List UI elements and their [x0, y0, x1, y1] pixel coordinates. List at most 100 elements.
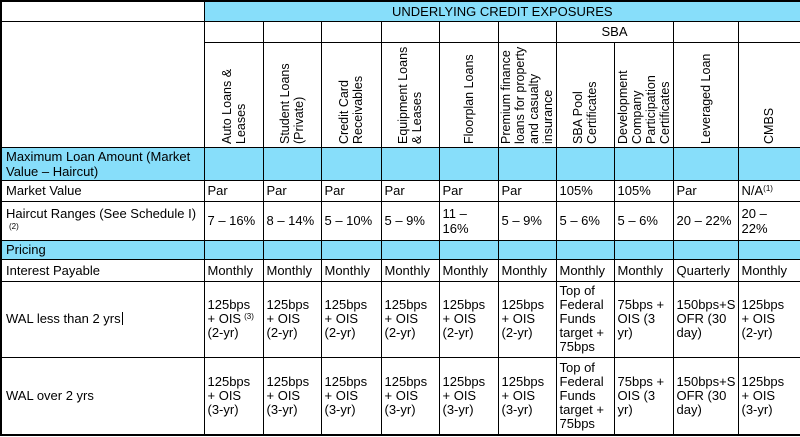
- column-header-auto-loans: Auto Loans & Leases: [203, 41, 264, 148]
- column-header-label: Credit Card Receivables: [337, 75, 365, 144]
- empty-cell: [737, 146, 800, 181]
- empty-cell: [737, 20, 800, 43]
- table-cell: 125bps + OIS (3-yr): [438, 356, 499, 436]
- table-cell: 125bps + OIS (2-yr): [262, 280, 322, 358]
- column-header-premium-finance: Premium finance loans for property and c…: [497, 41, 557, 148]
- table-cell: 105%: [613, 179, 674, 202]
- table-cell: 11 – 16%: [438, 200, 499, 241]
- cell-text: (2-yr): [207, 325, 239, 340]
- table-cell: Quarterly: [672, 258, 739, 282]
- row-label-wal-over-2yrs: WAL over 2 yrs: [0, 356, 205, 436]
- column-header-label: Development Company Participation Certif…: [615, 69, 672, 144]
- column-header-label: Student Loans (Private): [278, 62, 306, 144]
- empty-cell: [737, 239, 800, 260]
- table-row: SBA: [0, 20, 800, 148]
- empty-cell: [320, 20, 382, 43]
- table-row: UNDERLYING CREDIT EXPOSURES: [0, 0, 800, 22]
- table-cell: 150bps+S OFR (30 day): [672, 356, 739, 436]
- table-cell: Top of Federal Funds target + 75bps: [555, 356, 615, 436]
- empty-cell: [380, 146, 440, 181]
- table-cell: 105%: [555, 179, 615, 202]
- empty-cell: [203, 239, 264, 260]
- empty-cell: [438, 20, 499, 43]
- table-cell: 125bps + OIS (2-yr): [320, 280, 382, 358]
- row-label-wal-less-than-2yrs: WAL less than 2 yrs: [0, 280, 205, 358]
- table-cell: Top of Federal Funds target + 75bps: [555, 280, 615, 358]
- footnote-ref-2: (2): [9, 221, 19, 231]
- column-header-student-loans: Student Loans (Private): [262, 41, 322, 148]
- table-cell: 125bps + OIS (3-yr): [380, 356, 440, 436]
- table-cell: Monthly: [320, 258, 382, 282]
- empty-cell: [320, 239, 382, 260]
- table-cell: 125bps + OIS (3-yr): [737, 356, 800, 436]
- empty-cell: [203, 146, 264, 181]
- table-cell: Par: [320, 179, 382, 202]
- table-cell: Monthly: [497, 258, 557, 282]
- table-cell: 7 – 16%: [203, 200, 264, 241]
- table-cell: Par: [672, 179, 739, 202]
- empty-cell: [497, 20, 557, 43]
- section-row-maximum-loan-amount: Maximum Loan Amount (Market Value – Hair…: [0, 146, 800, 181]
- table-cell: Monthly: [262, 258, 322, 282]
- table-cell: Monthly: [613, 258, 674, 282]
- empty-cell: [262, 20, 322, 43]
- table-cell: 150bps+S OFR (30 day): [672, 280, 739, 358]
- empty-cell: [613, 239, 674, 260]
- table-row-market-value: Market Value Par Par Par Par Par Par 105…: [0, 179, 800, 202]
- sba-group-header: SBA: [555, 20, 674, 43]
- table-row-wal-less-than-2yrs: WAL less than 2 yrs 125bps + OIS (3) (2-yr…: [0, 280, 800, 358]
- table-cell: Par: [380, 179, 440, 202]
- cell-text: 125bps + OIS: [207, 297, 251, 326]
- column-header-label: Auto Loans & Leases: [219, 68, 248, 144]
- table-cell: 125bps + OIS (3-yr): [320, 356, 382, 436]
- row-label-haircut-ranges: Haircut Ranges (See Schedule I)(2): [0, 200, 205, 241]
- table-cell: 125bps + OIS (3-yr): [262, 356, 322, 436]
- row-label-market-value: Market Value: [0, 179, 205, 202]
- na-text: N/A: [741, 183, 764, 198]
- column-header-equipment-loans: Equipment Loans & Leases: [380, 41, 440, 148]
- empty-cell: [203, 20, 264, 43]
- table-cell: Monthly: [737, 258, 800, 282]
- text-cursor: [121, 312, 123, 325]
- empty-cell: [672, 146, 739, 181]
- table-cell: 5 – 10%: [320, 200, 382, 241]
- footnote-ref-1: (1): [763, 184, 773, 193]
- corner-cell: [0, 20, 205, 148]
- row-label-interest-payable: Interest Payable: [0, 258, 205, 282]
- column-header-leveraged-loan: Leveraged Loan: [672, 41, 739, 148]
- column-header-label: Floorplan Loans: [461, 53, 476, 144]
- empty-cell: [320, 146, 382, 181]
- column-header-row: Auto Loans & Leases Student Loans (Priva…: [1, 41, 800, 148]
- table-cell: 20 – 22%: [672, 200, 739, 241]
- empty-cell: [438, 239, 499, 260]
- row-label-maximum-loan-amount: Maximum Loan Amount (Market Value – Hair…: [0, 146, 205, 181]
- table-cell: 125bps + OIS (2-yr): [380, 280, 440, 358]
- empty-cell: [262, 239, 322, 260]
- table-cell: 8 – 14%: [262, 200, 322, 241]
- row-label-pricing: Pricing: [0, 239, 205, 260]
- table-cell: 125bps + OIS (3-yr): [497, 356, 557, 436]
- table-cell: Monthly: [203, 258, 264, 282]
- table-cell-na: N/A(1): [737, 179, 800, 202]
- table-cell: Monthly: [438, 258, 499, 282]
- column-header-sba-pool: SBA Pool Certificates: [555, 41, 615, 148]
- table-cell: Par: [262, 179, 322, 202]
- table-cell: 125bps + OIS (3) (2-yr): [203, 280, 264, 358]
- empty-cell: [262, 146, 322, 181]
- section-row-pricing: Pricing: [0, 239, 800, 260]
- column-header-floorplan: Floorplan Loans: [438, 41, 499, 148]
- empty-cell: [555, 146, 615, 181]
- table-cell: Par: [497, 179, 557, 202]
- table-row-haircut-ranges: Haircut Ranges (See Schedule I)(2) 7 – 1…: [0, 200, 800, 241]
- table-cell: Monthly: [555, 258, 615, 282]
- table-row-wal-over-2yrs: WAL over 2 yrs 125bps + OIS (3-yr) 125bp…: [0, 356, 800, 436]
- table-cell: 20 – 22%: [737, 200, 800, 241]
- table-row-interest-payable: Interest Payable Monthly Monthly Monthly…: [0, 258, 800, 282]
- empty-cell: [672, 239, 739, 260]
- table-cell: 5 – 9%: [497, 200, 557, 241]
- column-header-credit-card: Credit Card Receivables: [320, 41, 382, 148]
- column-header-label: CMBS: [762, 107, 777, 144]
- empty-cell: [613, 146, 674, 181]
- table-cell: 5 – 6%: [555, 200, 615, 241]
- table-cell: Par: [438, 179, 499, 202]
